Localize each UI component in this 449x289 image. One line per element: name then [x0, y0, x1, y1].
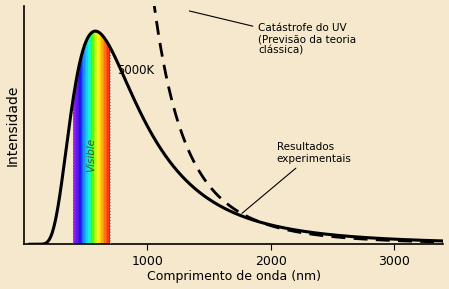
- Y-axis label: Intensidade: Intensidade: [5, 84, 20, 166]
- Text: Resultados
experimentais: Resultados experimentais: [242, 142, 352, 214]
- Text: Catástrofe do UV
(Previsão da teoria
clássica): Catástrofe do UV (Previsão da teoria clá…: [189, 11, 357, 56]
- Text: 5000K: 5000K: [118, 64, 154, 77]
- X-axis label: Comprimento de onda (nm): Comprimento de onda (nm): [146, 271, 321, 284]
- Text: Visible: Visible: [86, 138, 96, 172]
